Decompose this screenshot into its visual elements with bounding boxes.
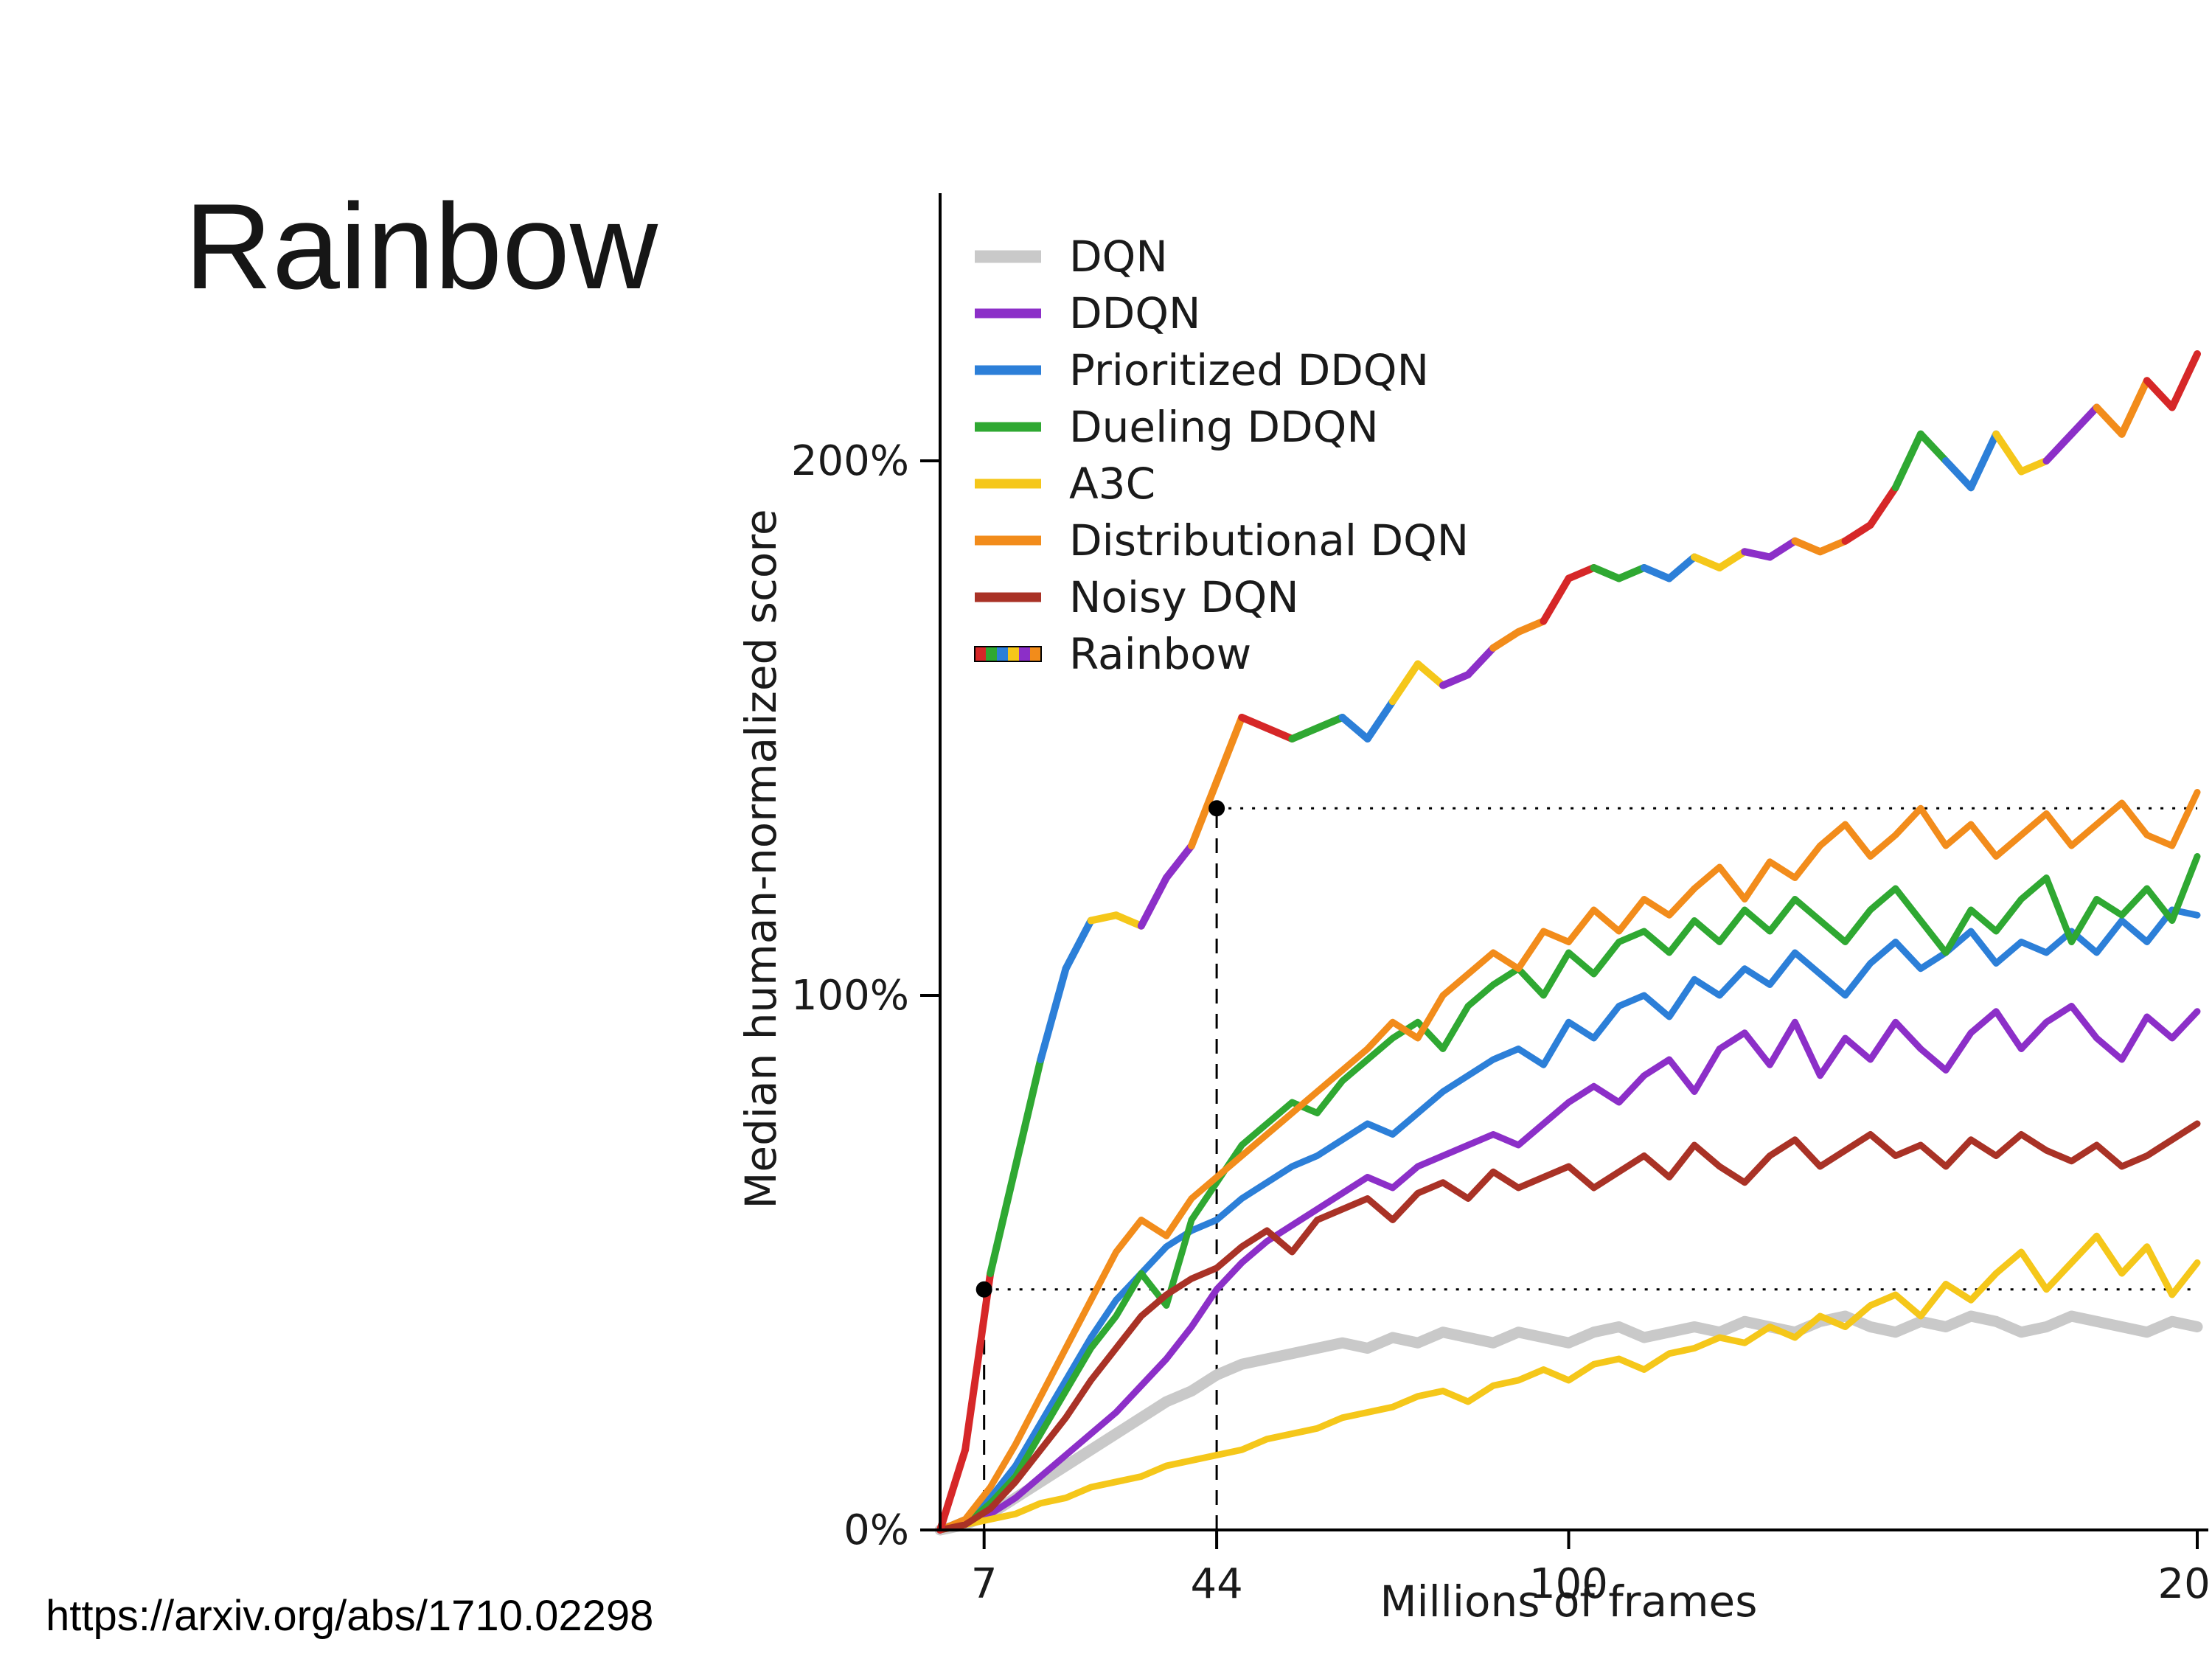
series-line-rainbow-segment (1388, 660, 1422, 706)
legend-swatch-rainbow-stripe (997, 647, 1008, 661)
series-line-rainbow-segment (1439, 671, 1472, 689)
series-line-a3c (936, 1232, 2201, 1534)
series-line-rainbow-segment (1992, 430, 2025, 476)
series-line-rainbow-segment (1188, 778, 1221, 849)
y-tick-label: 0% (844, 1506, 909, 1554)
page-title: Rainbow (184, 178, 658, 314)
y-tick-label: 200% (791, 437, 909, 485)
legend-label: A3C (1069, 459, 1155, 509)
x-axis-label: Millions of frames (1380, 1576, 1758, 1627)
series-line-rainbow-segment (1665, 553, 1698, 582)
series-line-rainbow-segment (1766, 537, 1799, 561)
annotation-point (1208, 800, 1225, 817)
series-line-rainbow-segment (987, 1163, 1020, 1277)
series-line-rainbow-segment (1238, 714, 1271, 732)
series-line-rainbow-segment (1841, 521, 1874, 545)
series-line-rainbow-segment (1363, 698, 1397, 742)
legend-label: Distributional DQN (1069, 515, 1469, 566)
series-line-rainbow-segment (1112, 911, 1145, 930)
legend-swatch-rainbow-stripe (975, 647, 986, 661)
series-line-rainbow-segment (1313, 714, 1346, 732)
series-line-rainbow-segment (1741, 548, 1774, 561)
series-line-rainbow-segment (1691, 553, 1724, 571)
series-line-rainbow-segment (1087, 911, 1120, 925)
series-line-rainbow-segment (1942, 457, 1975, 492)
legend-swatch-rainbow-stripe (986, 647, 997, 661)
series-line-rainbow-segment (1866, 484, 1899, 529)
legend-label: DQN (1069, 232, 1168, 282)
series-line-rainbow-segment (1338, 714, 1371, 742)
series-line-dqn (934, 1310, 2203, 1536)
series-line-distributional-dqn (936, 789, 2201, 1534)
series-line-rainbow-segment (1967, 430, 2000, 492)
legend-label: Rainbow (1069, 629, 1251, 679)
y-tick-label: 100% (791, 972, 909, 1020)
series-line-rainbow-segment (1590, 564, 1623, 582)
series-line-rainbow-segment (1816, 537, 1849, 556)
series-line-dueling-ddqn (936, 853, 2201, 1534)
series-line-rainbow-segment (1464, 644, 1498, 678)
series-line-noisy-dqn (936, 1120, 2201, 1534)
legend-label: Noisy DQN (1069, 572, 1299, 622)
series-line-rainbow-segment (1640, 564, 1673, 582)
series-line-rainbow-segment (1213, 714, 1246, 785)
annotation-point (975, 1281, 992, 1298)
series-line-rainbow-segment (2093, 403, 2126, 438)
legend-label: DDQN (1069, 288, 1200, 338)
series-line-rainbow-segment (1514, 617, 1548, 636)
series-line-rainbow-segment (1413, 660, 1447, 689)
y-axis-label: Median human-normalized score (736, 509, 786, 1208)
series-line-rainbow-segment (961, 1270, 995, 1454)
series-line-rainbow-segment (1012, 1056, 1045, 1170)
series-line-rainbow-segment (936, 1446, 970, 1534)
legend-swatch-rainbow-stripe (1008, 647, 1019, 661)
legend-label: Dueling DDQN (1069, 402, 1379, 452)
series-line-rainbow-segment (1791, 537, 1824, 556)
legend-swatch-rainbow-border (974, 646, 1042, 662)
series-line-rainbow-segment (2143, 377, 2176, 411)
series-line-rainbow-segment (1062, 917, 1095, 973)
legend-swatch-rainbow-stripe (1030, 647, 1041, 661)
series-line-rainbow-segment (1615, 564, 1648, 582)
series-line-rainbow-segment (1162, 842, 1195, 882)
x-tick-label: 44 (1190, 1560, 1242, 1608)
series-line-prioritized-ddqn (936, 906, 2201, 1534)
series-line-rainbow-segment (1288, 724, 1321, 742)
series-line-rainbow-segment (2017, 457, 2051, 476)
series-line-rainbow-segment (1540, 574, 1573, 625)
series-line-rainbow-segment (2168, 350, 2201, 411)
series-line-rainbow-segment (1891, 430, 1924, 492)
legend-swatch-rainbow-stripe (1019, 647, 1030, 661)
series-line-rainbow-segment (1716, 548, 1749, 571)
series-line-rainbow-segment (2067, 403, 2101, 438)
legend-label: Prioritized DDQN (1069, 345, 1429, 395)
series-line-ddqn (936, 1003, 2201, 1534)
series-line-rainbow-segment (2042, 430, 2076, 465)
x-tick-label: 100 (1529, 1560, 1608, 1608)
series-line-rainbow-segment (1037, 964, 1070, 1063)
series-line-rainbow-segment (1489, 628, 1523, 652)
source-url-text: https://arxiv.org/abs/1710.02298 (46, 1592, 654, 1640)
series-line-rainbow-segment (1263, 724, 1296, 742)
series-line-rainbow-segment (2118, 377, 2151, 438)
series-line-rainbow-segment (1137, 874, 1170, 930)
x-tick-label: 200 (2158, 1560, 2212, 1608)
series-line-rainbow-segment (1565, 564, 1598, 582)
series-line-rainbow-segment (1916, 430, 1950, 465)
x-tick-label: 7 (971, 1560, 998, 1608)
